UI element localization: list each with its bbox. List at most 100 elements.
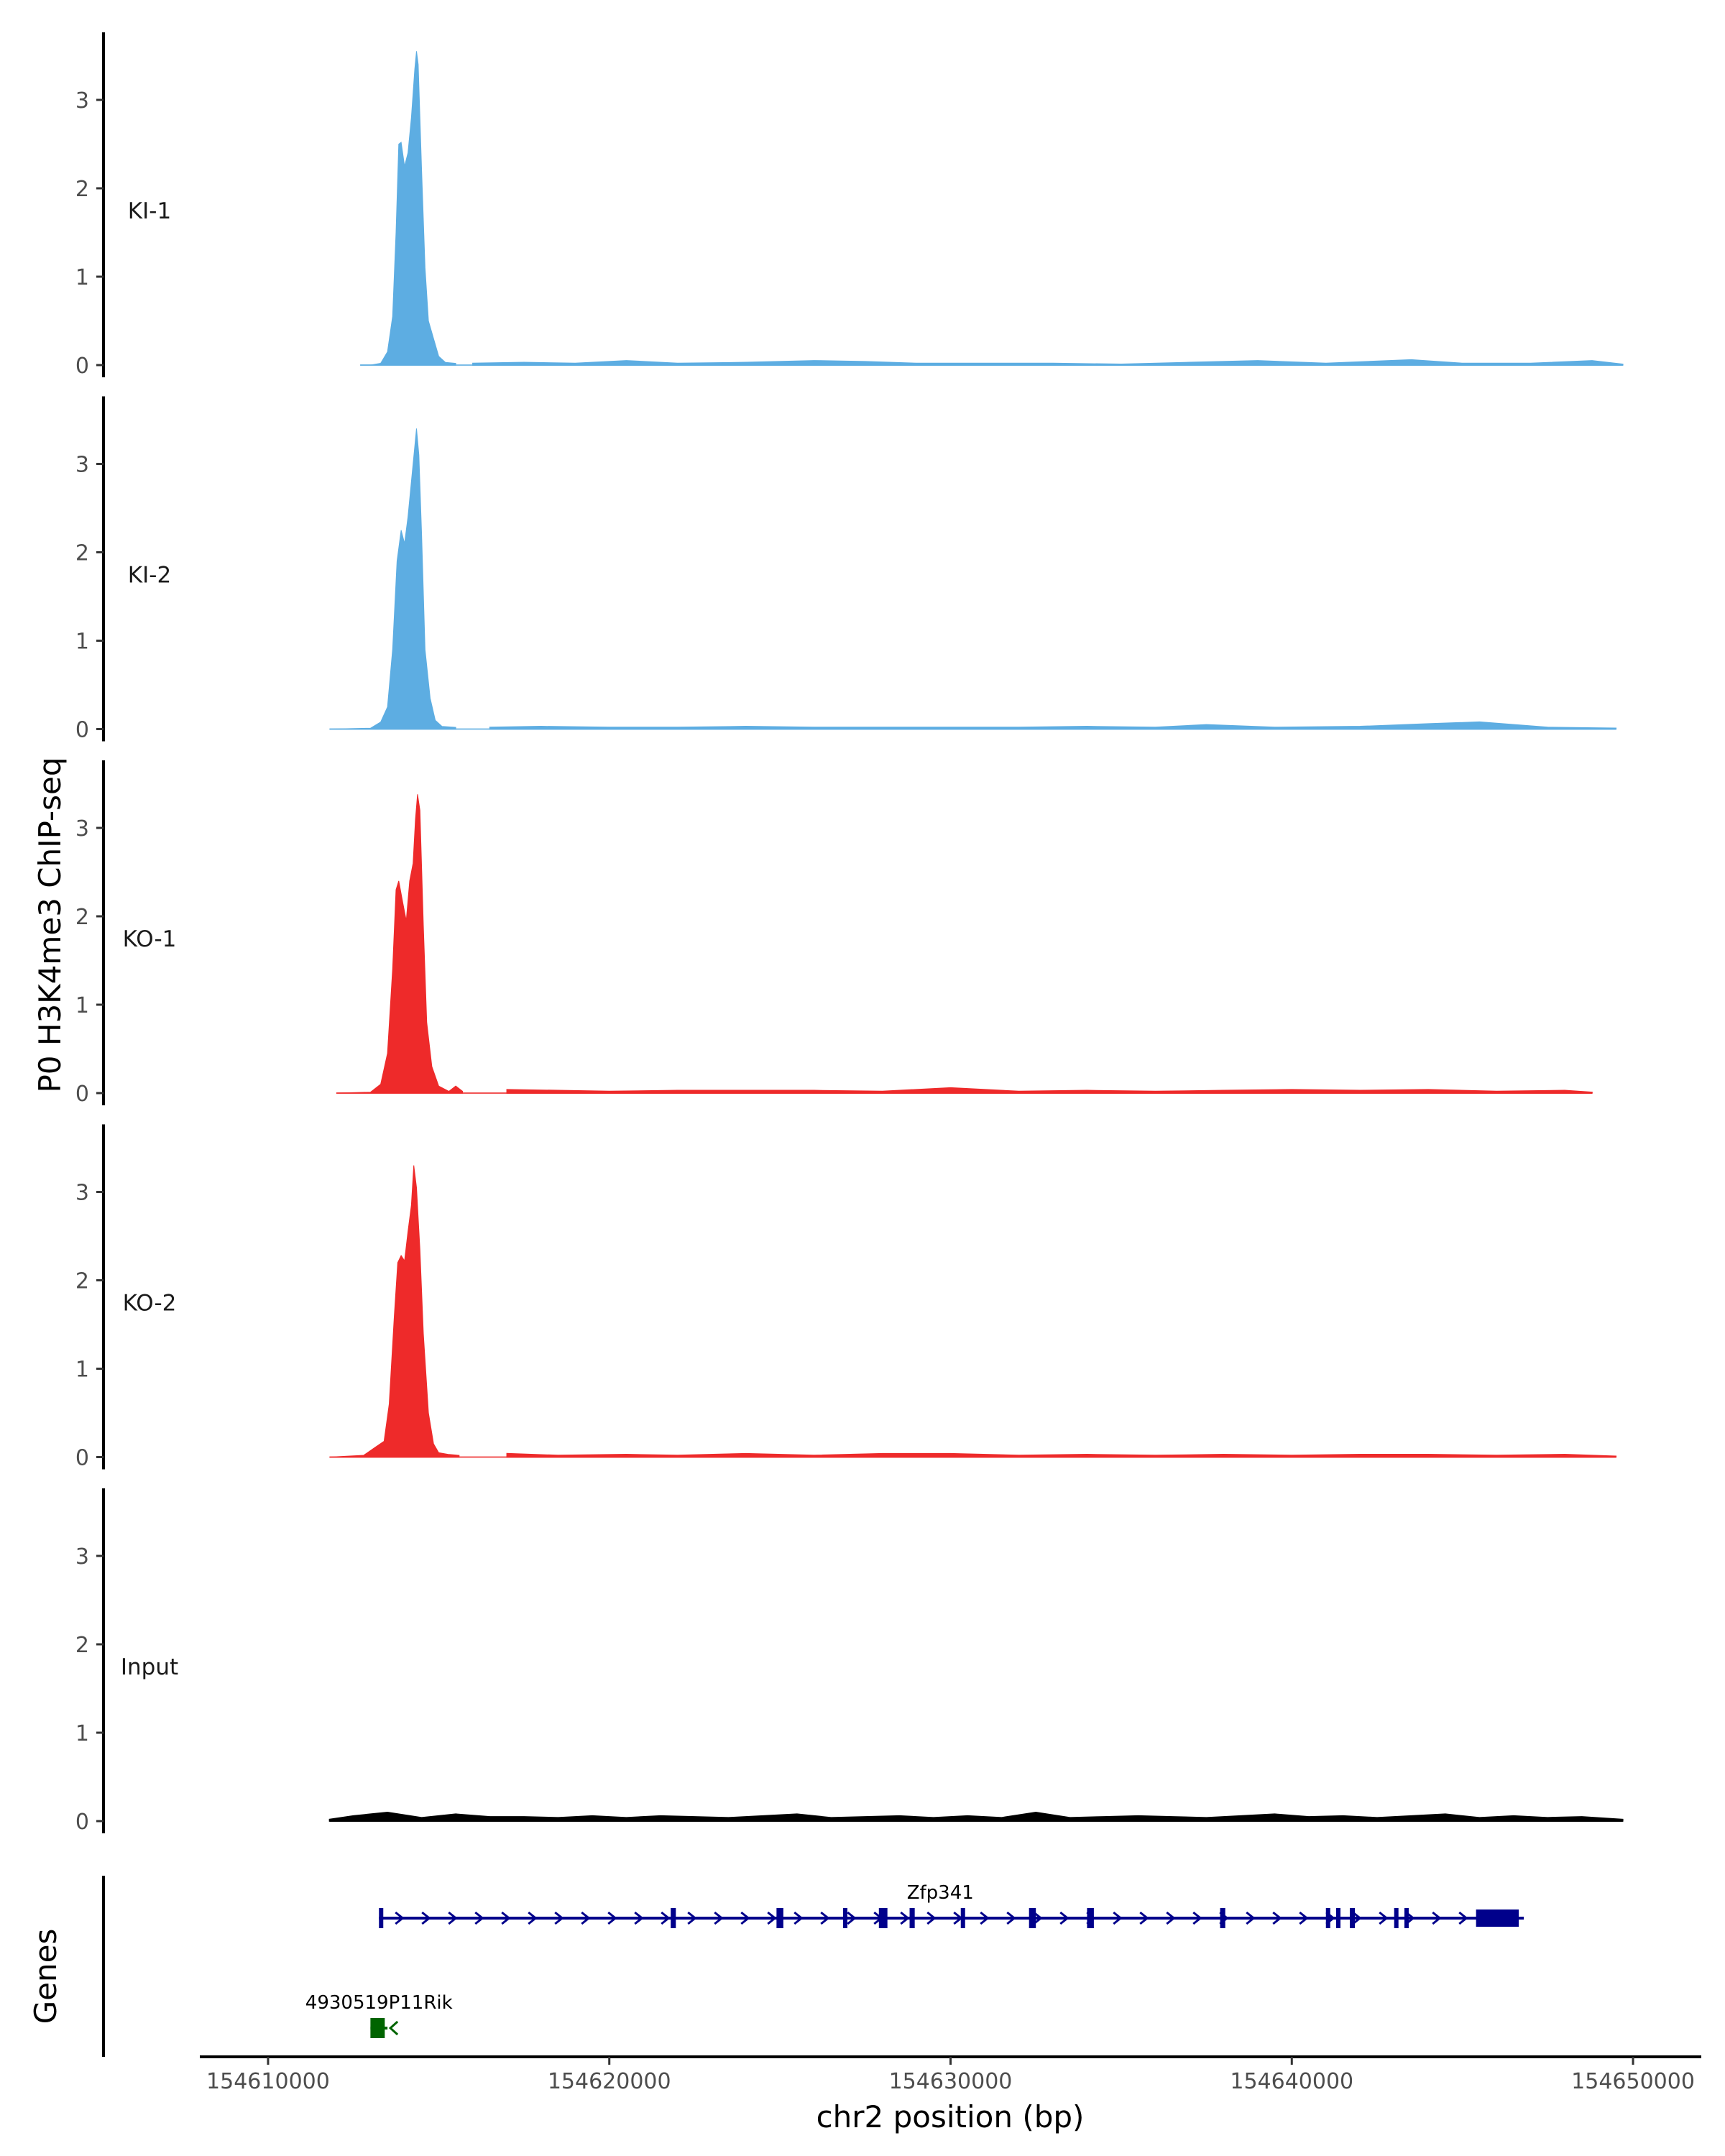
strand-arrow xyxy=(1139,1911,1149,1925)
gene-zfp341: Zfp341 xyxy=(379,1882,1524,1928)
strand-arrow xyxy=(980,1911,990,1925)
y-tick-label: 3 xyxy=(75,88,89,114)
track-label: Input xyxy=(121,1654,178,1680)
y-axis-title: P0 H3K4me3 ChIP-seq xyxy=(32,757,68,1092)
y-tick-label: 3 xyxy=(75,1181,89,1206)
y-tick-label: 2 xyxy=(75,541,89,566)
gene-exon xyxy=(960,1908,965,1928)
strand-arrow xyxy=(554,1911,564,1925)
gene-exon xyxy=(842,1908,847,1928)
gene-4930519p11rik: 4930519P11Rik xyxy=(305,1992,453,2038)
strand-arrow xyxy=(1059,1911,1070,1925)
strand-arrow xyxy=(1113,1911,1123,1925)
track-input: 0 1 2 3 Input xyxy=(75,1488,1624,1835)
strand-arrow xyxy=(395,1911,405,1925)
strand-arrow xyxy=(1299,1911,1309,1925)
y-tick-label: 1 xyxy=(75,265,89,290)
track-ko-1: 0 1 2 3 KO-1 xyxy=(75,760,1593,1107)
signal-background xyxy=(472,359,1624,366)
y-tick-label: 0 xyxy=(75,1446,89,1471)
strand-arrow xyxy=(714,1911,724,1925)
gene-exon xyxy=(1394,1908,1399,1928)
y-tick-label: 0 xyxy=(75,718,89,743)
gene-exon xyxy=(1220,1908,1225,1928)
gene-exon xyxy=(671,1908,676,1928)
gene-exon xyxy=(1325,1908,1330,1928)
strand-arrow xyxy=(767,1911,777,1925)
x-tick-label: 154630000 xyxy=(889,2069,1013,2094)
strand-arrow xyxy=(926,1911,937,1925)
x-tick-label: 154640000 xyxy=(1230,2069,1353,2094)
track-ki-1: 0 1 2 3 KI-1 xyxy=(75,32,1624,379)
signal-background xyxy=(506,1087,1593,1094)
strand-arrow xyxy=(661,1911,671,1925)
gene-exon xyxy=(1349,1908,1356,1928)
strand-arrow xyxy=(1192,1911,1202,1925)
strand-arrow xyxy=(1006,1911,1016,1925)
y-tick-label: 2 xyxy=(75,905,89,930)
gene-exon xyxy=(379,1908,384,1928)
gene-exon xyxy=(1335,1908,1340,1928)
strand-arrow xyxy=(421,1911,431,1925)
gene-exon xyxy=(1476,1909,1519,1927)
y-tick-label: 2 xyxy=(75,1633,89,1658)
signal-background xyxy=(328,1811,1624,1822)
gene-exon xyxy=(370,2018,385,2038)
gene-label: 4930519P11Rik xyxy=(305,1992,453,2014)
strand-arrow xyxy=(847,1911,857,1925)
gene-label: Zfp341 xyxy=(907,1882,974,1904)
strand-arrow xyxy=(1432,1911,1442,1925)
y-tick-label: 1 xyxy=(75,1721,89,1746)
track-label: KI-2 xyxy=(128,562,171,588)
y-tick-label: 1 xyxy=(75,630,89,655)
strand-arrow xyxy=(820,1911,830,1925)
x-axis: chr2 position (bp) 154610000 154620000 154… xyxy=(200,2055,1701,2134)
track-label: KO-1 xyxy=(123,926,177,952)
strand-arrow xyxy=(687,1911,697,1925)
y-tick-label: 3 xyxy=(75,453,89,478)
y-tick-label: 0 xyxy=(75,354,89,379)
strand-arrow xyxy=(1246,1911,1256,1925)
signal-background xyxy=(506,1452,1617,1458)
strand-arrow xyxy=(388,2020,399,2036)
y-tick-label: 0 xyxy=(75,1082,89,1107)
strand-arrow xyxy=(1033,1911,1043,1925)
x-tick-label: 154610000 xyxy=(206,2069,330,2094)
strand-arrow xyxy=(634,1911,644,1925)
strand-arrow xyxy=(581,1911,591,1925)
strand-arrow xyxy=(474,1911,484,1925)
track-ko-2: 0 1 2 3 KO-2 xyxy=(75,1124,1617,1471)
y-tick-label: 2 xyxy=(75,177,89,202)
strand-arrow xyxy=(1352,1911,1362,1925)
y-tick-label: 1 xyxy=(75,1358,89,1383)
gene-exon xyxy=(1029,1908,1036,1928)
gene-exon xyxy=(1404,1908,1409,1928)
strand-arrow xyxy=(794,1911,804,1925)
y-tick-label: 2 xyxy=(75,1269,89,1294)
gene-exon xyxy=(1087,1908,1094,1928)
strand-arrow xyxy=(501,1911,511,1925)
genes-track-title: Genes xyxy=(28,1929,63,2024)
signal-tracks: 0 1 2 3 KI-1 0 1 2 3 KI-2 0 1 2 3 KO-1 0 1 2 3 KO-2 0 1 2 3 Inpu… xyxy=(75,32,1624,1835)
signal-background xyxy=(489,721,1617,730)
strand-arrow xyxy=(740,1911,750,1925)
track-label: KI-1 xyxy=(128,198,171,224)
y-tick-label: 3 xyxy=(75,1544,89,1570)
track-ki-2: 0 1 2 3 KI-2 xyxy=(75,396,1617,743)
gene-exon xyxy=(878,1908,888,1928)
strand-arrow xyxy=(607,1911,617,1925)
y-tick-label: 0 xyxy=(75,1810,89,1835)
signal-peak xyxy=(329,428,456,729)
strand-arrow xyxy=(1458,1911,1468,1925)
gene-exon xyxy=(776,1908,783,1928)
x-tick-label: 154620000 xyxy=(548,2069,671,2094)
strand-arrow xyxy=(1166,1911,1176,1925)
strand-arrow xyxy=(1379,1911,1389,1925)
x-tick-label: 154650000 xyxy=(1571,2069,1695,2094)
x-axis-title: chr2 position (bp) xyxy=(816,2099,1085,2134)
signal-peak xyxy=(360,51,456,366)
strand-arrow xyxy=(448,1911,458,1925)
gene-exon xyxy=(909,1908,915,1928)
strand-arrow xyxy=(528,1911,538,1925)
